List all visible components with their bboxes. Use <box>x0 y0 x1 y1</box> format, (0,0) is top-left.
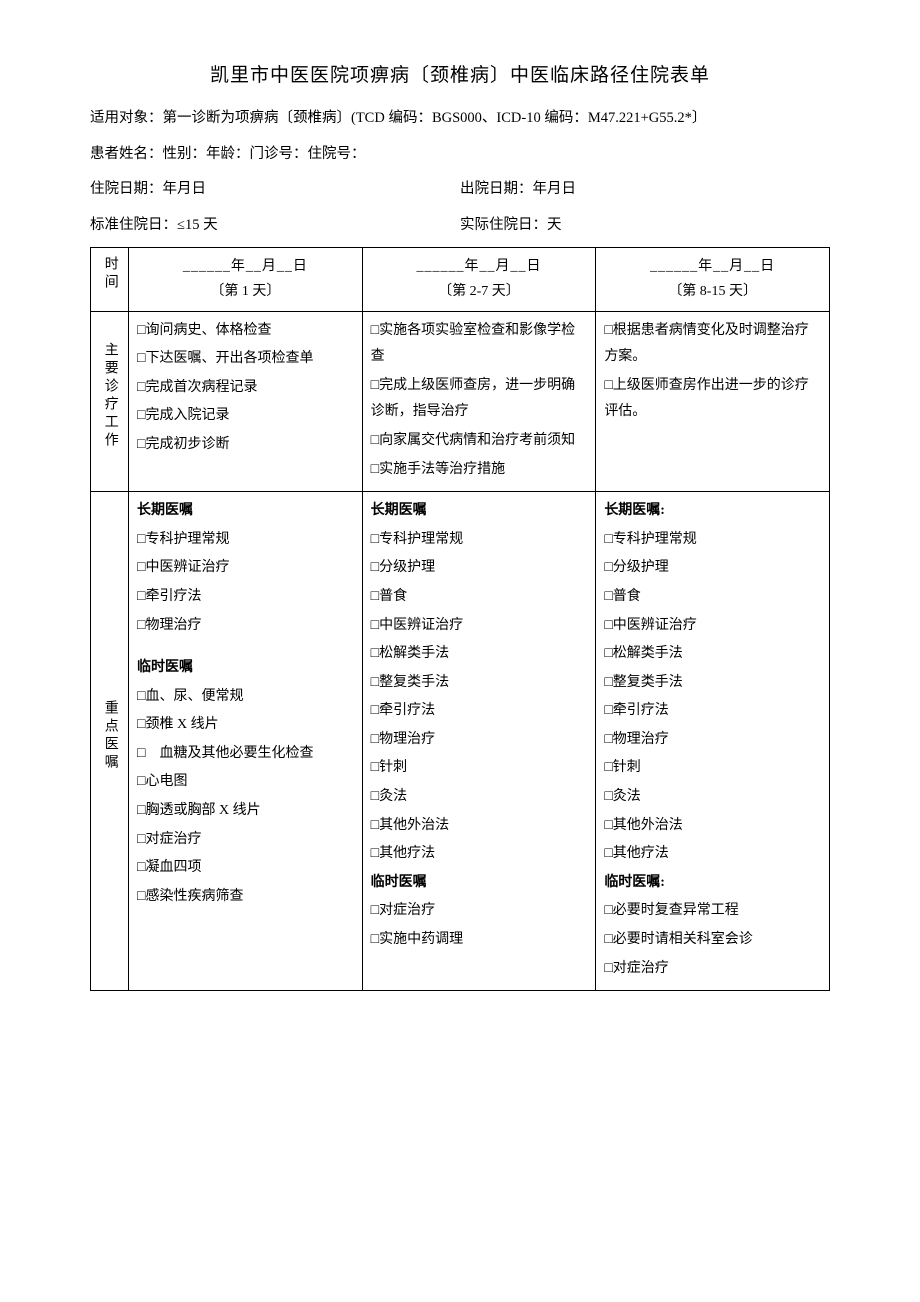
row2-col2: 长期医嘱□专科护理常规□分级护理□普食□中医辨证治疗□松解类手法□整复类手法□牵… <box>362 492 596 991</box>
checkbox-item: □其他疗法 <box>371 841 588 868</box>
checkbox-item: □询问病史、体格检查 <box>137 318 354 345</box>
checkbox-item: □血、尿、便常规 <box>137 684 354 711</box>
checkbox-item: □中医辨证治疗 <box>371 613 588 640</box>
checkbox-item: □整复类手法 <box>604 670 821 697</box>
meta-actual-days: 实际住院日：天 <box>460 212 830 240</box>
long-order-title: 长期医嘱 <box>137 498 354 525</box>
checkbox-item: □针刺 <box>371 755 588 782</box>
checkbox-item: □根据患者病情变化及时调整治疗方案。 <box>604 318 821 371</box>
checkbox-item: □其他外治法 <box>371 813 588 840</box>
checkbox-item: □分级护理 <box>604 555 821 582</box>
checkbox-item: □物理治疗 <box>371 727 588 754</box>
checkbox-item: □ 血糖及其他必要生化检查 <box>137 741 354 768</box>
temp-order-title: 临时医嘱 <box>371 870 588 897</box>
checkbox-item: □实施中药调理 <box>371 927 588 954</box>
checkbox-item: □牵引疗法 <box>604 698 821 725</box>
checkbox-item: □必要时请相关科室会诊 <box>604 927 821 954</box>
checkbox-item: □针刺 <box>604 755 821 782</box>
checkbox-item: □凝血四项 <box>137 855 354 882</box>
checkbox-item: □牵引疗法 <box>137 584 354 611</box>
row1-col2: □实施各项实验室检查和影像学检查□完成上级医师查房，进一步明确诊断，指导治疗□向… <box>362 311 596 492</box>
checkbox-item: □分级护理 <box>371 555 588 582</box>
col2-head: ______年__月__日 〔第 2-7 天〕 <box>362 248 596 311</box>
col3-head: ______年__月__日 〔第 8-15 天〕 <box>596 248 830 311</box>
meta-standard-days: 标准住院日：≤15 天 <box>90 212 460 240</box>
checkbox-item: □下达医嘱、开出各项检查单 <box>137 346 354 373</box>
checkbox-item: □物理治疗 <box>604 727 821 754</box>
checkbox-item: □整复类手法 <box>371 670 588 697</box>
col1-head: ______年__月__日 〔第 1 天〕 <box>129 248 363 311</box>
checkbox-item: □牵引疗法 <box>371 698 588 725</box>
checkbox-item: □向家属交代病情和治疗考前须知 <box>371 428 588 455</box>
checkbox-item: □对症治疗 <box>371 898 588 925</box>
orders-row: 重点医嘱 长期医嘱□专科护理常规□中医辨证治疗□牵引疗法□物理治疗临时医嘱□血、… <box>91 492 830 991</box>
checkbox-item: □其他外治法 <box>604 813 821 840</box>
long-order-title: 长期医嘱: <box>604 498 821 525</box>
row2-col1: 长期医嘱□专科护理常规□中医辨证治疗□牵引疗法□物理治疗临时医嘱□血、尿、便常规… <box>129 492 363 991</box>
checkbox-item: □对症治疗 <box>137 827 354 854</box>
checkbox-item: □物理治疗 <box>137 613 354 640</box>
checkbox-item: □普食 <box>604 584 821 611</box>
checkbox-item: □中医辨证治疗 <box>604 613 821 640</box>
checkbox-item: □专科护理常规 <box>604 527 821 554</box>
meta-admit-date: 住院日期：年月日 <box>90 176 460 204</box>
clinical-path-table: 时间 ______年__月__日 〔第 1 天〕 ______年__月__日 〔… <box>90 247 830 991</box>
meta-patient: 患者姓名：性别：年龄：门诊号：住院号： <box>90 141 830 169</box>
checkbox-item: □其他疗法 <box>604 841 821 868</box>
row1-col3: □根据患者病情变化及时调整治疗方案。□上级医师查房作出进一步的诊疗评估。 <box>596 311 830 492</box>
checkbox-item: □普食 <box>371 584 588 611</box>
meta-discharge-date: 出院日期：年月日 <box>460 176 830 204</box>
row2-col3: 长期医嘱:□专科护理常规□分级护理□普食□中医辨证治疗□松解类手法□整复类手法□… <box>596 492 830 991</box>
checkbox-item: □实施手法等治疗措施 <box>371 457 588 484</box>
checkbox-item: □松解类手法 <box>371 641 588 668</box>
checkbox-item: □完成初步诊断 <box>137 432 354 459</box>
checkbox-item: □完成首次病程记录 <box>137 375 354 402</box>
row1-head: 主要诊疗工作 <box>91 311 129 492</box>
checkbox-item: □感染性疾病筛查 <box>137 884 354 911</box>
checkbox-item: □灸法 <box>604 784 821 811</box>
checkbox-item: □专科护理常规 <box>137 527 354 554</box>
checkbox-item: □完成上级医师查房，进一步明确诊断，指导治疗 <box>371 373 588 426</box>
checkbox-item: □实施各项实验室检查和影像学检查 <box>371 318 588 371</box>
checkbox-item: □必要时复查异常工程 <box>604 898 821 925</box>
checkbox-item: □上级医师查房作出进一步的诊疗评估。 <box>604 373 821 426</box>
main-work-row: 主要诊疗工作 □询问病史、体格检查□下达医嘱、开出各项检查单□完成首次病程记录□… <box>91 311 830 492</box>
checkbox-item: □松解类手法 <box>604 641 821 668</box>
header-row: 时间 ______年__月__日 〔第 1 天〕 ______年__月__日 〔… <box>91 248 830 311</box>
temp-order-title: 临时医嘱: <box>604 870 821 897</box>
meta-applicable: 适用对象：第一诊断为项痹病〔颈椎病〕(TCD 编码：BGS000、ICD-10 … <box>90 105 830 133</box>
row2-head: 重点医嘱 <box>91 492 129 991</box>
long-order-title: 长期医嘱 <box>371 498 588 525</box>
checkbox-item: □专科护理常规 <box>371 527 588 554</box>
document-title: 凯里市中医医院项痹病〔颈椎病〕中医临床路径住院表单 <box>90 60 830 87</box>
checkbox-item: □灸法 <box>371 784 588 811</box>
row1-col1: □询问病史、体格检查□下达医嘱、开出各项检查单□完成首次病程记录□完成入院记录□… <box>129 311 363 492</box>
head-time: 时间 <box>91 248 129 311</box>
temp-order-title: 临时医嘱 <box>137 655 354 682</box>
checkbox-item: □中医辨证治疗 <box>137 555 354 582</box>
checkbox-item: □心电图 <box>137 769 354 796</box>
checkbox-item: □胸透或胸部 X 线片 <box>137 798 354 825</box>
checkbox-item: □颈椎 X 线片 <box>137 712 354 739</box>
checkbox-item: □完成入院记录 <box>137 403 354 430</box>
checkbox-item: □对症治疗 <box>604 956 821 983</box>
